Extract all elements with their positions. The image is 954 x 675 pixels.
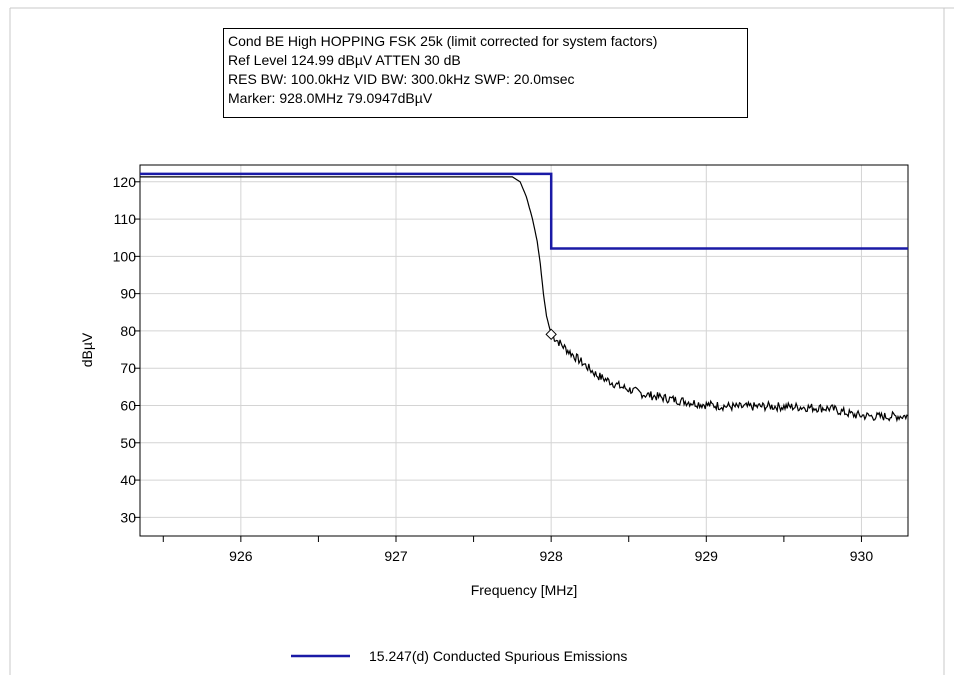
marker-diamond [545, 328, 557, 341]
x-tick-label: 927 [384, 548, 408, 564]
measurement-trace [140, 176, 909, 423]
y-tick-label: 80 [120, 323, 136, 339]
legend-label: 15.247(d) Conducted Spurious Emissions [369, 648, 627, 664]
y-tick-label: 110 [114, 211, 137, 227]
x-tick-label: 929 [695, 548, 719, 564]
x-axis-label: Frequency [MHz] [471, 582, 578, 598]
y-tick-label: 120 [113, 174, 137, 190]
y-tick-label: 60 [120, 397, 136, 413]
series [140, 172, 909, 423]
info-title: Cond BE High HOPPING FSK 25k (limit corr… [228, 33, 658, 49]
x-tick-label: 926 [229, 548, 253, 564]
x-tick-label: 930 [850, 548, 874, 564]
y-tick-label: 70 [120, 360, 136, 376]
marker [545, 328, 557, 341]
y-tick-label: 40 [120, 472, 136, 488]
y-tick-label: 50 [120, 435, 136, 451]
y-axis-label: dBµV [79, 332, 95, 367]
info-bandwidth: RES BW: 100.0kHz VID BW: 300.0kHz SWP: 2… [228, 71, 575, 87]
y-tick-label: 100 [113, 248, 137, 264]
y-tick-label: 90 [120, 286, 136, 302]
info-ref-level: Ref Level 124.99 dBµV ATTEN 30 dB [228, 52, 461, 68]
axis-ticks: 926 927 928 929 930 30 40 50 60 70 80 90 100 110 120 [113, 174, 874, 564]
limit-line [140, 172, 908, 250]
grid [140, 165, 908, 536]
plot-area [139, 164, 909, 537]
x-tick-label: 928 [539, 548, 563, 564]
info-marker: Marker: 928.0MHz 79.0947dBµV [228, 90, 433, 106]
y-tick-label: 30 [120, 509, 136, 525]
measurement-info-box: Cond BE High HOPPING FSK 25k (limit corr… [223, 28, 748, 118]
